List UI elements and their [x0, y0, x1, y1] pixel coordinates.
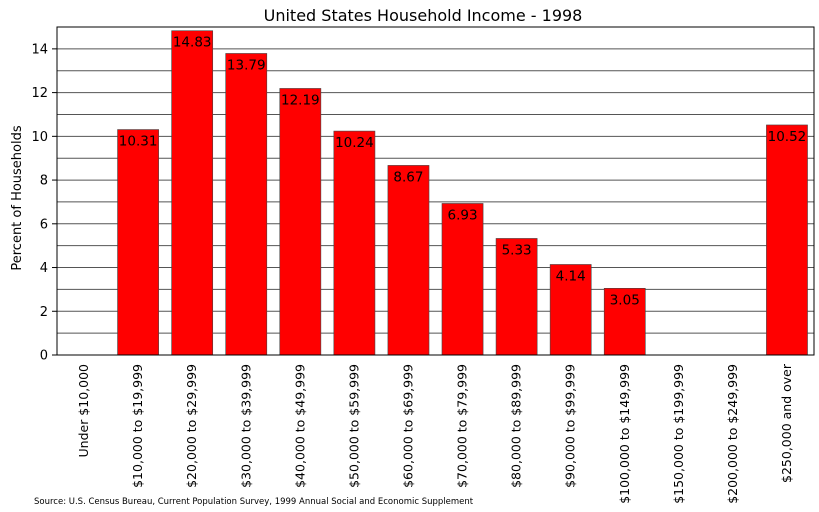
value-label: 10.52	[768, 129, 807, 145]
chart-title: United States Household Income - 1998	[264, 6, 583, 25]
x-tick-label: $200,000 to $249,999	[725, 364, 740, 504]
x-tick-label: $20,000 to $29,999	[184, 364, 199, 488]
bar-60-000-to-69-999	[387, 165, 430, 356]
x-tick-label: $150,000 to $199,999	[671, 364, 686, 504]
x-axis-categories: Under $10,000 $10,000 to $19,999 $20,000 t…	[76, 363, 794, 504]
x-tick-label: $250,000 and over	[779, 363, 794, 483]
x-tick-label: $70,000 to $79,999	[455, 364, 470, 488]
value-label: 5.33	[502, 242, 532, 258]
y-tick-label: 0	[40, 349, 48, 364]
gridlines	[57, 48, 814, 334]
bar-10-000-to-19-999	[117, 129, 159, 356]
bar-70-000-to-79-999	[441, 203, 484, 356]
bar-30-000-to-39-999	[225, 53, 268, 356]
bar-250-000-and-over	[766, 124, 808, 356]
value-label: 6.93	[448, 207, 478, 223]
value-label: 3.05	[610, 292, 640, 308]
plot-frame	[56, 26, 815, 356]
x-tick-label: $100,000 to $149,999	[617, 364, 632, 504]
x-tick-label: Under $10,000	[76, 364, 91, 458]
bar-50-000-to-59-999	[333, 130, 376, 356]
x-tick-label: $30,000 to $39,999	[238, 364, 253, 488]
value-label: 10.31	[119, 134, 158, 150]
value-label: 10.24	[335, 135, 374, 151]
x-tick-label: $50,000 to $59,999	[346, 364, 361, 488]
bar-100-000-to-149-999	[603, 288, 646, 356]
y-tick-label: 6	[40, 217, 48, 232]
bars	[117, 30, 808, 356]
y-tick-label: 8	[40, 174, 48, 189]
value-label: 8.67	[393, 169, 423, 185]
x-tick-label: $10,000 to $19,999	[130, 364, 145, 488]
y-tick-label: 10	[31, 130, 48, 145]
bar-20-000-to-29-999	[171, 30, 214, 356]
x-tick-label: $80,000 to $89,999	[509, 364, 524, 488]
value-label: 14.83	[173, 35, 212, 51]
y-tick-label: 2	[40, 305, 48, 320]
source-note: Source: U.S. Census Bureau, Current Popu…	[34, 497, 474, 507]
y-tick-label: 14	[31, 42, 48, 57]
bar-40-000-to-49-999	[279, 88, 322, 356]
value-label: 13.79	[227, 57, 266, 73]
y-axis-ticks: 0 2 4 6 8 10 12 14	[31, 42, 57, 364]
value-label: 4.14	[556, 268, 586, 284]
bar-90-000-to-99-999	[549, 264, 592, 356]
value-labels: 10.31 14.83 13.79 12.19 10.24 8.67 6.93 5.33 4.1…	[119, 35, 807, 309]
value-label: 12.19	[281, 92, 320, 108]
bar-80-000-to-89-999	[495, 238, 538, 356]
x-tick-label: $40,000 to $49,999	[292, 364, 307, 488]
x-tick-label: $90,000 to $99,999	[563, 364, 578, 488]
y-tick-label: 12	[31, 86, 48, 101]
x-tick-label: $60,000 to $69,999	[400, 364, 415, 488]
y-axis-label: Percent of Households	[10, 125, 25, 271]
y-tick-label: 4	[40, 261, 48, 276]
